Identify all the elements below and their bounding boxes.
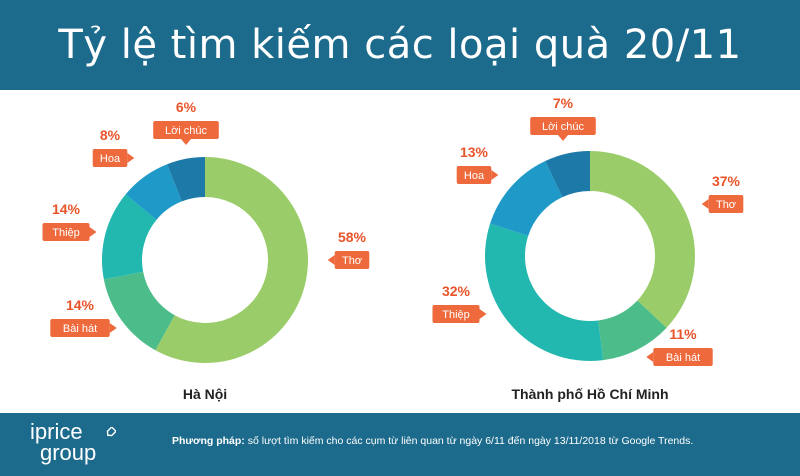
donut-slice-0-1 <box>103 271 175 351</box>
callout-label-1-0: Thơ <box>716 199 736 211</box>
donut-slice-1-4 <box>545 151 590 198</box>
pct-label-1-0: 37% <box>712 173 741 189</box>
charts-area: 58% Thơ 14% Bài hát 14% Thiệp 8% Hoa 6% Lời chúc 3… <box>0 90 800 413</box>
chart-title-hanoi: Hà Nội <box>182 386 228 402</box>
callout-label-1-3: Hoa <box>464 170 485 182</box>
callout-0-0: Thơ <box>327 251 370 269</box>
donut-slice-1-0 <box>590 151 695 328</box>
pct-label-0-4: 6% <box>176 99 197 115</box>
callout-label-0-2: Thiệp <box>52 227 80 239</box>
callout-label-1-4: Lời chúc <box>542 121 585 133</box>
header-banner: Tỷ lệ tìm kiếm các loại quà 20/11 <box>0 0 800 90</box>
donut-slice-0-4 <box>167 157 205 202</box>
donut-charts: 58% Thơ 14% Bài hát 14% Thiệp 8% Hoa 6% Lời chúc 3… <box>42 95 744 366</box>
pct-label-0-0: 58% <box>338 229 367 245</box>
donut-slice-0-3 <box>125 164 182 220</box>
callout-label-0-1: Bài hát <box>63 323 97 335</box>
iprice-logo: iprice group <box>30 419 97 465</box>
callout-1-0: Thơ <box>701 195 744 213</box>
pct-label-1-3: 13% <box>460 144 489 160</box>
pct-label-0-1: 14% <box>66 297 95 313</box>
donut-slice-0-0 <box>155 157 309 363</box>
logo-line2: group <box>40 440 97 465</box>
callout-label-0-0: Thơ <box>342 255 362 267</box>
pct-label-1-2: 32% <box>442 283 471 299</box>
callout-label-1-1: Bài hát <box>666 352 700 364</box>
chart-title-hcm: Thành phố Hồ Chí Minh <box>511 386 669 402</box>
callout-1-3: Hoa <box>456 166 499 184</box>
callout-0-1: Bài hát <box>50 319 117 337</box>
donut-slice-1-3 <box>490 160 563 236</box>
callout-0-3: Hoa <box>92 149 135 167</box>
callout-1-4: Lời chúc <box>530 117 596 141</box>
donut-slice-0-2 <box>101 194 157 280</box>
callout-1-2: Thiệp <box>432 305 487 323</box>
method-text: số lượt tìm kiếm cho các cụm từ liên qua… <box>247 435 694 447</box>
donut-slice-1-1 <box>598 300 667 361</box>
method-label: Phương pháp: <box>172 435 245 447</box>
logo-line1: iprice <box>30 419 83 444</box>
pct-label-1-4: 7% <box>553 95 574 111</box>
callout-0-2: Thiệp <box>42 223 97 241</box>
methodology-note: Phương pháp: số lượt tìm kiếm cho các cụ… <box>172 435 693 447</box>
tag-icon <box>106 427 116 437</box>
pct-label-1-1: 11% <box>669 326 697 342</box>
callout-label-1-2: Thiệp <box>442 309 470 321</box>
callout-label-0-4: Lời chúc <box>165 125 208 137</box>
donut-slice-1-2 <box>485 223 604 362</box>
footer-bar: iprice group Phương pháp: số lượt tìm ki… <box>0 413 800 476</box>
pct-label-0-2: 14% <box>52 201 81 217</box>
page-title: Tỷ lệ tìm kiếm các loại quà 20/11 <box>58 22 742 68</box>
callout-1-1: Bài hát <box>646 348 713 366</box>
pct-label-0-3: 8% <box>100 127 121 143</box>
callout-label-0-3: Hoa <box>100 153 121 165</box>
callout-0-4: Lời chúc <box>153 121 219 145</box>
